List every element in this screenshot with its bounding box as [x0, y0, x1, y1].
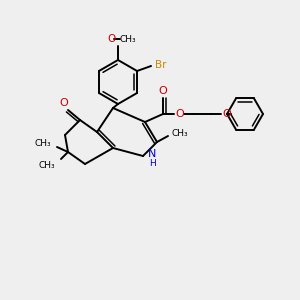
Text: O: O [223, 109, 231, 119]
Text: CH₃: CH₃ [35, 140, 51, 148]
Text: CH₃: CH₃ [39, 160, 55, 169]
Text: CH₃: CH₃ [120, 34, 136, 43]
Text: O: O [60, 98, 68, 108]
Text: CH₃: CH₃ [172, 130, 188, 139]
Text: O: O [159, 86, 167, 96]
Text: Br: Br [155, 60, 167, 70]
Text: O: O [107, 34, 115, 44]
Text: O: O [176, 109, 184, 119]
Text: N: N [148, 149, 156, 159]
Text: H: H [148, 160, 155, 169]
